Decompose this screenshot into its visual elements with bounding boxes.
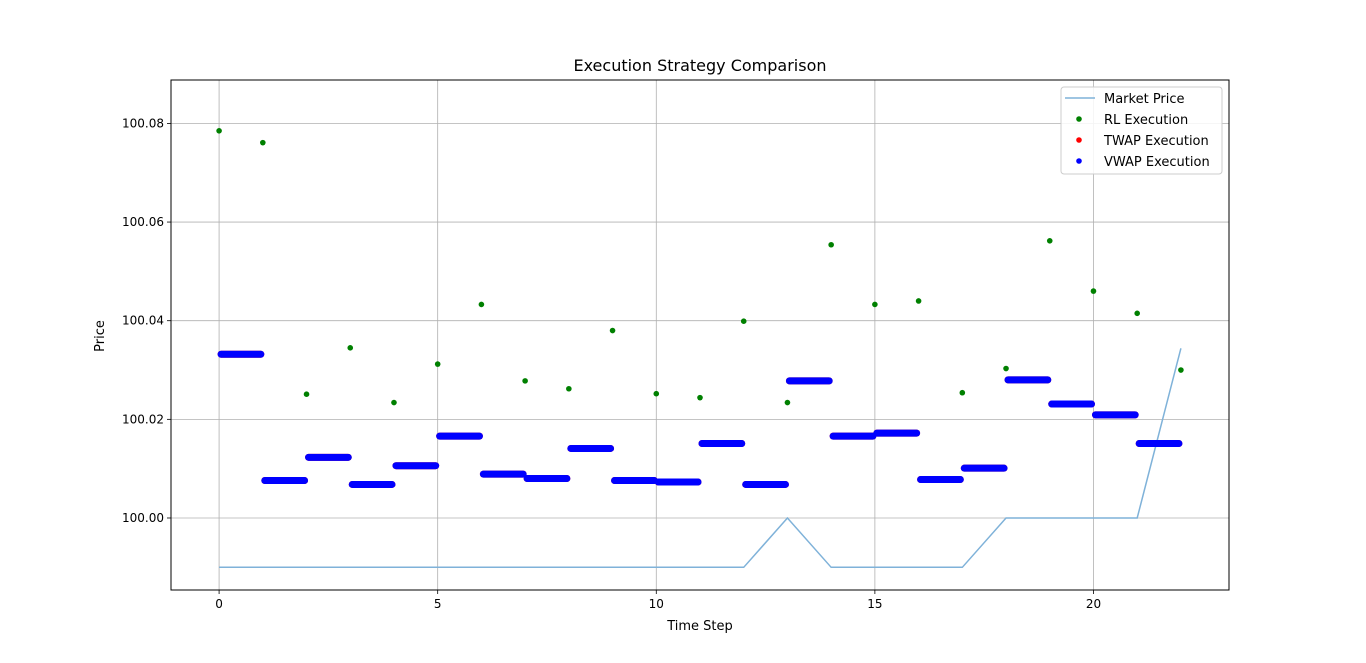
x-tick-label: 0	[215, 597, 223, 611]
axis-ticks: 0 5 10 15 20 100.00 100.02 100.04 100.06 100.08	[122, 116, 1101, 611]
rl-execution-point	[959, 389, 966, 396]
legend-label: Market Price	[1104, 92, 1185, 107]
legend-label: TWAP Execution	[1103, 134, 1209, 149]
rl-execution-point	[609, 327, 616, 334]
legend-label: RL Execution	[1104, 113, 1188, 128]
chart-title: Execution Strategy Comparison	[573, 56, 826, 75]
rl-execution-point	[740, 318, 747, 324]
x-tick-label: 20	[1086, 597, 1101, 611]
rl-execution-point	[522, 378, 528, 384]
legend-marker-swatch	[1076, 158, 1082, 164]
rl-execution-point	[915, 298, 922, 304]
rl-execution-point	[434, 361, 441, 367]
rl-execution-point	[566, 385, 572, 392]
market-price-line	[219, 348, 1182, 569]
x-tick-label: 15	[867, 597, 882, 611]
x-tick-label: 5	[434, 597, 442, 611]
rl-execution-point	[828, 241, 834, 248]
plot-area	[216, 128, 1184, 569]
x-axis-label: Time Step	[666, 619, 733, 634]
rl-execution-point	[303, 391, 310, 397]
rl-execution-point	[1134, 310, 1140, 317]
rl-execution-point	[347, 345, 354, 351]
rl-execution-point	[697, 394, 703, 401]
y-tick-label: 100.00	[122, 511, 164, 525]
rl-execution-point	[1090, 288, 1097, 294]
rl-execution-point	[260, 139, 266, 146]
x-tick-label: 10	[649, 597, 664, 611]
legend-box	[1060, 86, 1223, 175]
y-tick-label: 100.02	[122, 412, 164, 426]
rl-execution-point	[478, 301, 485, 308]
rl-execution-point	[216, 128, 222, 134]
y-tick-label: 100.08	[122, 116, 164, 130]
y-axis-label: Price	[93, 320, 108, 352]
rl-execution-point	[1046, 237, 1053, 244]
y-tick-label: 100.06	[122, 215, 164, 229]
rl-execution-point	[1178, 367, 1184, 373]
rl-execution-point	[872, 301, 878, 308]
rl-execution-point	[1003, 365, 1009, 372]
y-tick-label: 100.04	[122, 314, 164, 328]
rl-execution-point	[653, 390, 660, 397]
grid-lines	[171, 80, 1229, 590]
legend-marker-swatch	[1076, 116, 1082, 122]
legend-marker-swatch	[1076, 137, 1082, 143]
legend: Market Price RL Execution TWAP Execution VW…	[1060, 86, 1223, 175]
axes-frame	[170, 79, 1230, 591]
rl-execution-point	[784, 399, 791, 406]
legend-label: VWAP Execution	[1104, 155, 1210, 170]
rl-execution-point	[391, 399, 397, 406]
